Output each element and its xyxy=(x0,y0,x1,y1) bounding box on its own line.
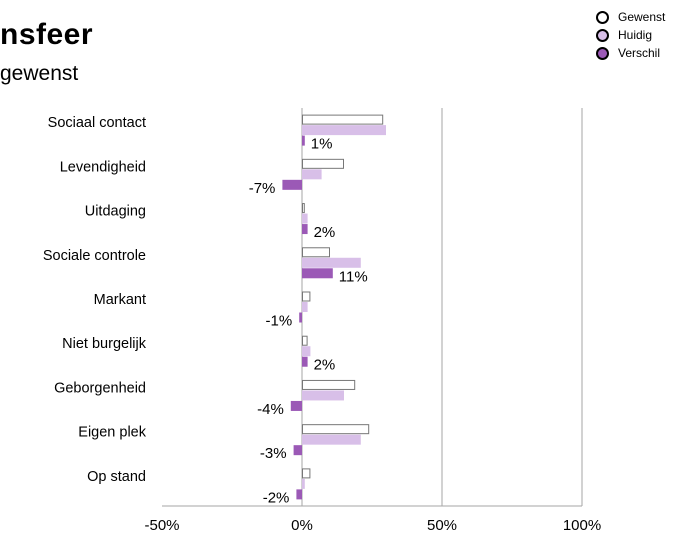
bar-verschil xyxy=(282,179,302,190)
bar-verschil xyxy=(302,356,308,367)
category-label: Eigen plek xyxy=(78,425,146,441)
category-label: Markant xyxy=(94,292,146,308)
bar-huidig xyxy=(302,257,361,268)
data-label: -2% xyxy=(263,489,290,506)
bar-huidig xyxy=(302,346,311,357)
bar-verschil xyxy=(290,400,302,411)
legend-swatch-huidig xyxy=(596,28,609,42)
bar-verschil xyxy=(302,224,308,235)
bar-verschil xyxy=(299,312,302,323)
category-label: Sociale controle xyxy=(43,248,146,264)
x-tick-label: -50% xyxy=(144,517,179,534)
category-label: Sociaal contact xyxy=(48,115,146,131)
data-label: -1% xyxy=(266,313,293,330)
page-subtitle: gewenst xyxy=(0,62,79,85)
data-label: 1% xyxy=(311,136,333,153)
data-label: 2% xyxy=(314,224,336,241)
category-label: Uitdaging xyxy=(85,204,146,220)
category-label: Geborgenheid xyxy=(54,380,146,396)
bar-huidig xyxy=(302,478,305,489)
bar-gewenst xyxy=(302,247,330,258)
legend-swatch-gewenst xyxy=(596,10,609,24)
page-title: nsfeer xyxy=(0,18,94,51)
bar-verschil xyxy=(296,489,302,500)
legend-item-gewenst: Gewenst xyxy=(596,8,665,26)
bar-huidig xyxy=(302,169,322,180)
legend-swatch-verschil xyxy=(596,46,609,60)
x-tick-label: 50% xyxy=(427,517,457,534)
bar-verschil xyxy=(302,268,333,279)
bar-gewenst xyxy=(302,335,308,346)
chart-legend: Gewenst Huidig Verschil xyxy=(596,8,665,62)
bar-huidig xyxy=(302,125,386,136)
x-tick-label: 100% xyxy=(563,517,601,534)
bar-huidig xyxy=(302,213,308,224)
bar-huidig xyxy=(302,434,361,445)
category-label: Niet burgelijk xyxy=(62,336,147,352)
bar-huidig xyxy=(302,390,344,401)
data-label: 2% xyxy=(314,357,336,374)
bar-huidig xyxy=(302,302,308,312)
legend-label-gewenst: Gewenst xyxy=(618,10,666,24)
bar-gewenst xyxy=(302,468,311,479)
x-tick-label: 0% xyxy=(291,517,313,534)
data-label: -3% xyxy=(260,445,287,462)
data-label: 11% xyxy=(339,268,368,285)
bar-gewenst xyxy=(302,114,384,125)
bar-verschil xyxy=(293,445,302,456)
bar-gewenst xyxy=(302,158,344,169)
legend-label-verschil: Verschil xyxy=(618,46,661,60)
data-label: -4% xyxy=(257,401,284,418)
bar-gewenst xyxy=(302,379,356,390)
legend-item-verschil: Verschil xyxy=(596,44,665,62)
category-label: Op stand xyxy=(87,469,146,485)
legend-label-huidig: Huidig xyxy=(618,28,653,42)
category-label: Levendigheid xyxy=(60,159,146,175)
bar-verschil xyxy=(302,135,305,146)
bar-gewenst xyxy=(302,203,305,214)
bar-gewenst xyxy=(302,291,311,302)
legend-item-huidig: Huidig xyxy=(596,26,665,44)
data-label: -7% xyxy=(249,180,276,197)
bar-gewenst xyxy=(302,424,370,435)
